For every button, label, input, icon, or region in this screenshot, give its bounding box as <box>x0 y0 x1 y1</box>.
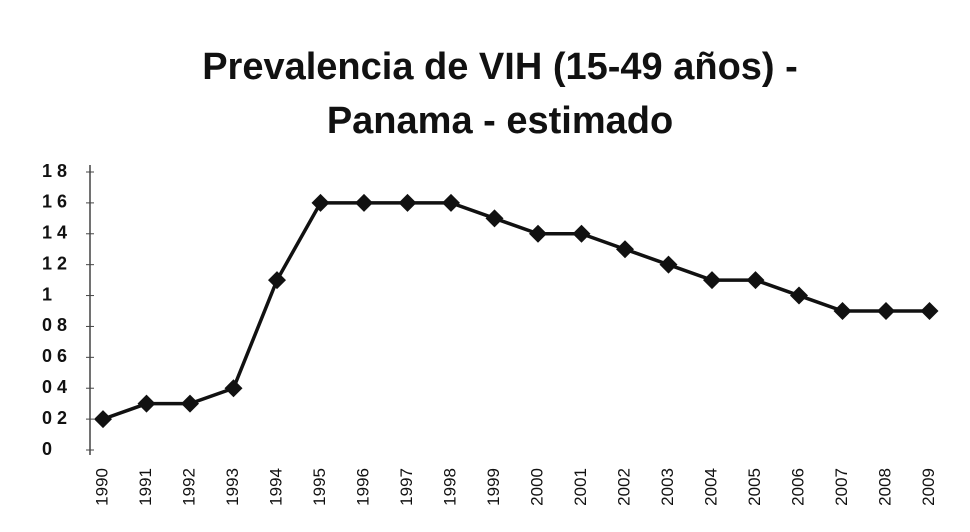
marker <box>442 193 460 212</box>
x-tick-label: 1994 <box>266 468 285 506</box>
chart-title: Prevalencia de VIH (15-49 años) - Panama… <box>202 46 798 142</box>
marker <box>703 271 721 290</box>
marker <box>355 193 373 212</box>
x-tick-label: 2001 <box>571 468 590 506</box>
data-line <box>102 201 930 421</box>
marker <box>746 271 765 290</box>
x-tick-label: 2008 <box>875 468 894 506</box>
y-tick-label: 1 4 <box>42 223 67 243</box>
y-tick-label: 0 8 <box>42 315 67 335</box>
x-tick-label: 1999 <box>484 468 503 506</box>
marker <box>137 394 156 413</box>
x-tick-label: 2000 <box>527 468 546 506</box>
y-tick-label: 0 <box>42 439 52 459</box>
x-tick-label: 1996 <box>353 468 372 506</box>
x-tick-label: 1991 <box>136 468 155 506</box>
marker <box>268 271 286 290</box>
x-tick-label: 1993 <box>223 468 242 506</box>
marker <box>833 302 852 320</box>
x-tick-label: 2003 <box>658 468 677 506</box>
marker <box>572 224 591 243</box>
x-tick-label: 2005 <box>745 468 764 506</box>
marker <box>529 224 547 243</box>
y-tick-label: 1 2 <box>42 253 67 273</box>
marker <box>485 209 504 228</box>
marker <box>877 302 895 320</box>
x-tick-label: 1995 <box>310 468 329 506</box>
y-tick-label: 1 6 <box>42 192 67 212</box>
x-tick-label: 2006 <box>788 468 807 506</box>
x-tick-label: 2004 <box>701 468 720 506</box>
marker <box>94 410 112 429</box>
x-tick-label: 2009 <box>919 468 938 506</box>
y-tick-label: 1 8 <box>42 161 67 181</box>
marker <box>790 286 808 305</box>
marker <box>659 255 678 274</box>
x-tick-label: 2007 <box>832 468 851 506</box>
marker <box>224 379 243 398</box>
x-tick-label: 1990 <box>92 468 111 506</box>
x-tick-label: 1997 <box>397 468 416 506</box>
marker <box>398 193 417 212</box>
x-tick-label: 1992 <box>179 468 198 506</box>
marker <box>181 394 199 413</box>
marker <box>311 193 330 212</box>
y-tick-label: 0 6 <box>42 346 67 366</box>
marker <box>616 240 634 259</box>
y-tick-label: 1 <box>42 284 52 304</box>
x-tick-label: 1998 <box>440 468 459 506</box>
marker <box>920 302 939 320</box>
y-tick-label: 0 4 <box>42 377 67 397</box>
y-tick-label: 0 2 <box>42 408 67 428</box>
x-tick-label: 2002 <box>614 468 633 506</box>
